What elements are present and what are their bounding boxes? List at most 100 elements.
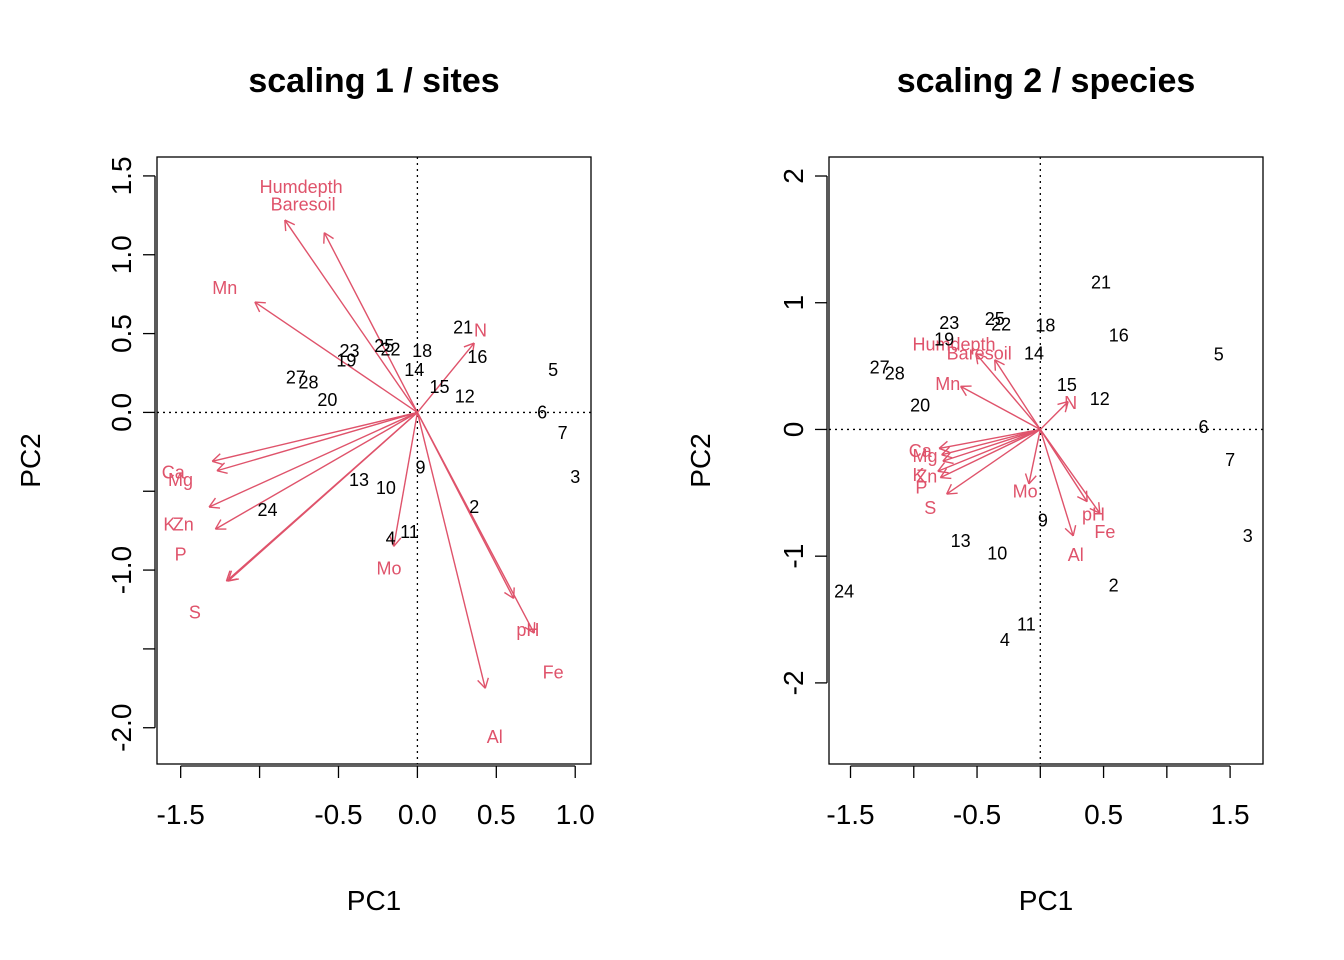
y-tick-label: 0.0 — [106, 393, 137, 432]
vector-arrow-ca — [212, 411, 418, 462]
vector-label: N — [474, 320, 487, 340]
site-label: 13 — [951, 531, 971, 551]
arrowhead — [216, 462, 226, 472]
arrowhead — [959, 386, 967, 397]
site-label: 25 — [985, 309, 1005, 329]
vector-label: P — [175, 544, 187, 564]
site-label: 22 — [381, 339, 401, 359]
y-tick-label: 1 — [778, 295, 809, 311]
biplot-panel-2: scaling 2 / species -1.5 -0.5 0.5 1.5 PC1 -2 -1… — [685, 62, 1264, 916]
y-tick-label: 1.0 — [106, 235, 137, 274]
vector-arrow-zn — [940, 428, 1041, 479]
arrowhead — [1085, 490, 1088, 502]
vector-arrow-mn — [960, 385, 1041, 431]
site-label: 9 — [1038, 511, 1048, 531]
site-label: 18 — [412, 341, 432, 361]
arrowhead — [477, 679, 486, 689]
site-label: 27 — [286, 368, 306, 388]
vector-arrow-k — [208, 411, 418, 508]
site-label: 7 — [558, 423, 568, 443]
arrowhead — [484, 677, 489, 689]
arrowhead — [323, 232, 325, 244]
vector-label: K — [163, 514, 175, 534]
vector-label: Fe — [1094, 522, 1115, 542]
arrowhead — [1028, 475, 1037, 485]
arrowhead — [524, 626, 535, 634]
x-tick-label: -1.5 — [826, 799, 874, 830]
site-label: 25 — [374, 336, 394, 356]
vector-label: pH — [1082, 504, 1105, 524]
site-label: 28 — [885, 364, 905, 384]
arrowhead — [975, 352, 987, 358]
vector-arrow-al — [1039, 429, 1074, 537]
vector-arrow-mo — [393, 412, 419, 547]
vector-arrow-k — [937, 428, 1041, 472]
vector-label: N — [1064, 393, 1077, 413]
site-label: 23 — [939, 313, 959, 333]
x-tick-label: 1.5 — [1211, 799, 1250, 830]
vector-label: Ca — [909, 441, 933, 461]
vector-arrow-baresoil — [323, 232, 419, 413]
x-tick-label: 1.0 — [556, 799, 595, 830]
arrowhead — [975, 353, 979, 365]
arrowhead — [938, 440, 948, 449]
site-label: 16 — [467, 347, 487, 367]
site-label: 24 — [257, 500, 277, 520]
vector-label: Mn — [212, 278, 237, 298]
site-label: 3 — [1243, 526, 1253, 546]
x-tick-label: 0.5 — [1084, 799, 1123, 830]
site-label: 14 — [1024, 343, 1044, 363]
arrowhead — [1072, 525, 1077, 537]
site-label: 18 — [1035, 316, 1055, 336]
site-label: 20 — [910, 395, 930, 415]
x-axis: -1.5 -0.5 0.0 0.5 1.0 — [157, 765, 595, 830]
arrowhead — [1024, 473, 1030, 485]
arrowhead — [1064, 527, 1074, 537]
vector-arrow-s — [946, 428, 1041, 495]
site-label: 11 — [400, 522, 419, 542]
site-label: 21 — [453, 317, 473, 337]
vector-arrow-zn — [215, 411, 418, 530]
arrowhead — [942, 452, 951, 462]
vector-arrow-n — [1039, 401, 1069, 430]
site-label: 2 — [1109, 575, 1119, 595]
y-tick-label: 1.5 — [106, 156, 137, 195]
arrowhead — [946, 492, 958, 495]
x-tick-label: 0.0 — [398, 799, 437, 830]
biplot-panel-1: scaling 1 / sites -1.5 -0.5 0.0 0.5 1.0 PC1 -2.… — [15, 62, 595, 916]
vector-label: Zn — [173, 514, 194, 534]
y-tick-label: -1 — [778, 544, 809, 569]
arrowhead — [504, 591, 515, 600]
vector-label: Al — [487, 727, 503, 747]
vector-label: Al — [1068, 545, 1084, 565]
vector-arrow-al — [416, 412, 486, 689]
vector-arrow-humdepth — [284, 219, 418, 413]
vector-label: Mg — [913, 446, 938, 466]
plot-frame — [156, 156, 592, 765]
y-axis: -2.0 -1.0 0.0 0.5 1.0 1.5 — [106, 156, 156, 752]
site-points: 2319252218142116151227282056739131022411… — [257, 317, 580, 548]
site-label: 20 — [317, 390, 337, 410]
vector-label: Mo — [1013, 482, 1038, 502]
chart-title: scaling 2 / species — [897, 62, 1196, 100]
arrowhead — [393, 537, 402, 547]
site-label: 4 — [386, 529, 396, 549]
site-label: 6 — [537, 402, 547, 422]
vector-arrow-baresoil — [994, 359, 1041, 430]
arrowhead — [1064, 401, 1069, 413]
x-tick-label: -0.5 — [314, 799, 362, 830]
site-label: 11 — [1017, 615, 1036, 635]
arrowhead — [389, 535, 395, 547]
site-label: 15 — [1057, 375, 1077, 395]
vector-arrow-mo — [1028, 429, 1041, 485]
plot-frame — [828, 156, 1264, 765]
site-label: 12 — [455, 387, 475, 407]
site-label: 27 — [870, 357, 890, 377]
arrowhead — [284, 219, 296, 226]
site-label: 28 — [298, 372, 318, 392]
arrowhead — [284, 220, 287, 232]
arrowhead — [940, 476, 952, 480]
